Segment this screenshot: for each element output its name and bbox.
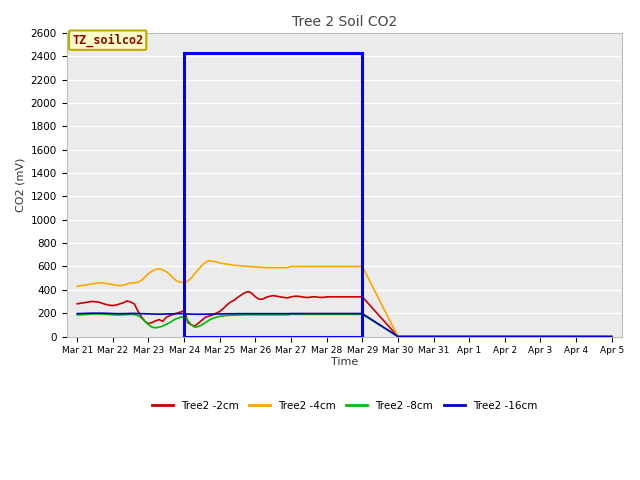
- Tree2 -8cm: [109, 312, 116, 318]
- Tree2 -16cm: [109, 311, 116, 316]
- Tree2 -4cm: [74, 284, 81, 289]
- Tree2 -16cm: [234, 311, 241, 316]
- Title: Tree 2 Soil CO2: Tree 2 Soil CO2: [292, 15, 397, 29]
- Tree2 -8cm: [116, 312, 124, 318]
- Tree2 -2cm: [230, 298, 238, 303]
- Tree2 -8cm: [195, 324, 202, 329]
- Tree2 -16cm: [351, 311, 359, 316]
- Tree2 -4cm: [205, 258, 213, 264]
- Tree2 -2cm: [244, 288, 252, 294]
- Tree2 -4cm: [113, 282, 120, 288]
- Tree2 -2cm: [74, 301, 81, 307]
- Y-axis label: CO2 (mV): CO2 (mV): [15, 157, 25, 212]
- Tree2 -4cm: [351, 264, 359, 269]
- X-axis label: Time: Time: [331, 357, 358, 367]
- Tree2 -8cm: [74, 312, 81, 318]
- Tree2 -4cm: [608, 334, 616, 339]
- Tree2 -8cm: [91, 311, 99, 317]
- Line: Tree2 -16cm: Tree2 -16cm: [77, 313, 612, 336]
- Tree2 -16cm: [195, 312, 202, 317]
- Text: TZ_soilco2: TZ_soilco2: [72, 34, 143, 47]
- Tree2 -8cm: [141, 318, 148, 324]
- Tree2 -8cm: [608, 334, 616, 339]
- Tree2 -16cm: [394, 334, 402, 339]
- Tree2 -16cm: [74, 311, 81, 316]
- Line: Tree2 -4cm: Tree2 -4cm: [77, 261, 612, 336]
- Tree2 -4cm: [191, 271, 198, 276]
- Tree2 -2cm: [138, 314, 145, 320]
- Line: Tree2 -8cm: Tree2 -8cm: [77, 314, 612, 336]
- Tree2 -2cm: [106, 302, 113, 308]
- Bar: [184, 53, 362, 336]
- Tree2 -16cm: [141, 311, 148, 317]
- Tree2 -2cm: [394, 334, 402, 339]
- Tree2 -16cm: [608, 334, 616, 339]
- Tree2 -4cm: [106, 281, 113, 287]
- Tree2 -2cm: [351, 294, 359, 300]
- Legend: Tree2 -2cm, Tree2 -4cm, Tree2 -8cm, Tree2 -16cm: Tree2 -2cm, Tree2 -4cm, Tree2 -8cm, Tree…: [148, 396, 541, 415]
- Tree2 -2cm: [113, 302, 120, 308]
- Tree2 -4cm: [234, 263, 241, 268]
- Tree2 -8cm: [394, 334, 402, 339]
- Tree2 -2cm: [191, 323, 198, 329]
- Tree2 -2cm: [608, 334, 616, 339]
- Tree2 -16cm: [116, 311, 124, 316]
- Tree2 -4cm: [138, 277, 145, 283]
- Tree2 -16cm: [88, 310, 95, 316]
- Tree2 -8cm: [351, 312, 359, 317]
- Tree2 -8cm: [234, 312, 241, 318]
- Tree2 -4cm: [394, 334, 402, 339]
- Line: Tree2 -2cm: Tree2 -2cm: [77, 291, 612, 336]
